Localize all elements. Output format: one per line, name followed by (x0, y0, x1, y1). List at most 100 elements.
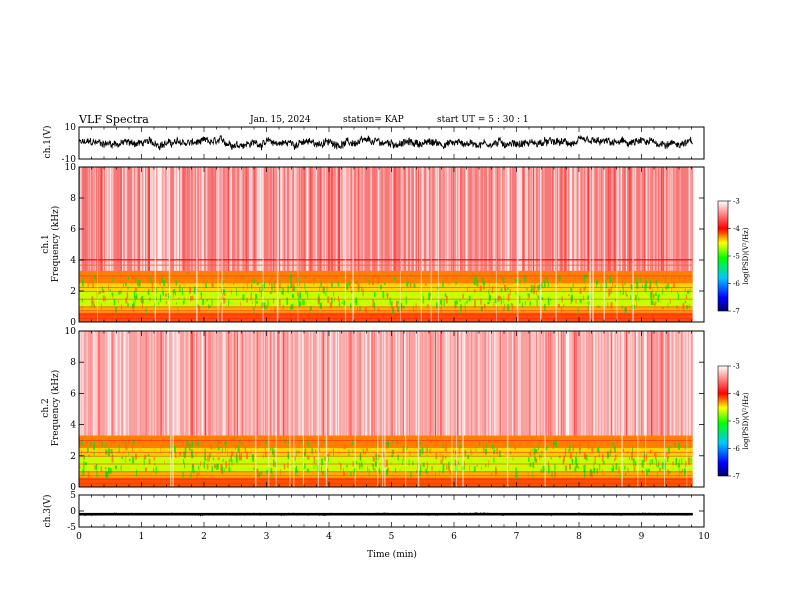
ch2-spectrogram-dropout (377, 331, 379, 487)
ch1-spectrogram-harmonic (79, 306, 693, 308)
ch1-spectrogram-streak (658, 167, 660, 273)
ch1-spectrogram-streak (613, 167, 616, 273)
ch2-spectrogram-streak (661, 331, 663, 438)
ch1-spectrogram-streak (598, 167, 600, 273)
ch2-spectrogram-lf-speckle (385, 459, 388, 467)
ch2-spectrogram-lf-speckle (265, 451, 267, 458)
ch2-spectrogram-streak (605, 331, 607, 438)
ch1-spectrogram-lf-speckle (331, 297, 333, 304)
ch2-spectrogram-lf-speckle (208, 453, 210, 462)
ch2-spectrogram-lf-speckle (675, 457, 677, 466)
ch2-spectrogram-streak (497, 331, 499, 438)
ch2-spectrogram-lf-speckle (533, 448, 536, 456)
ch2-spectrogram-lf-speckle (307, 455, 310, 460)
ch2-spectrogram-ytick-label: 0 (70, 483, 76, 493)
ch1-spectrogram-streak (492, 167, 495, 273)
ch1-spectrogram-streak (447, 167, 450, 273)
ch1-spectrogram-lf-speckle (205, 282, 207, 288)
ch1-spectrogram-lf-speckle (624, 282, 626, 286)
ch1-spectrogram-lf-speckle (519, 279, 521, 285)
ch2-spectrogram-lf-speckle (83, 461, 85, 469)
ch2-spectrogram-lf-speckle (143, 444, 144, 448)
ch2-spectrogram-lf-speckle (203, 461, 205, 469)
ch2-spectrogram-lf-speckle (601, 453, 604, 462)
ch1-spectrogram-lf-speckle (413, 283, 416, 288)
ch2-spectrogram-lf-speckle (192, 465, 195, 471)
ch2-spectrogram-dropout (325, 331, 328, 487)
ch1-spectrogram-streak (241, 167, 243, 273)
ch1-spectrogram-streak (389, 167, 391, 273)
ch2-spectrogram-lf-speckle (304, 463, 306, 469)
ch1-spectrogram-lf-speckle (297, 279, 299, 287)
ch1-spectrogram-lf-speckle (557, 276, 558, 285)
ch1-spectrogram-lf-speckle (534, 282, 536, 289)
ch1-spectrogram-lf-speckle (223, 293, 226, 296)
ch2-spectrogram-streak (270, 331, 272, 438)
ch2-spectrogram-lf-speckle (444, 443, 447, 452)
ch2-spectrogram-lf-speckle (313, 456, 315, 464)
ch2-spectrogram-lf-speckle (552, 442, 554, 449)
ch1-spectrogram-lf-speckle (304, 282, 306, 289)
ch2-spectrogram-lf-speckle (449, 470, 451, 475)
ch2-spectrogram-streak (588, 331, 590, 438)
ch1-spectrogram-lf-speckle (584, 274, 587, 279)
ch1-spectrogram-streak (625, 167, 627, 273)
ch1-spectrogram-streak (218, 167, 220, 273)
ch2-spectrogram-streak (566, 331, 568, 438)
ch1-spectrogram-streak (342, 167, 343, 273)
ch1-spectrogram-lf-speckle (112, 277, 113, 284)
ch1-spectrogram-dropout (352, 167, 354, 322)
ch1-spectrogram-lf-speckle (664, 276, 666, 281)
ch1-spectrogram-lf-speckle (682, 303, 685, 310)
ch1-spectrogram-streak (268, 167, 270, 273)
ch1-spectrogram-lf-speckle (267, 299, 269, 306)
ch2-spectrogram-streak (239, 331, 241, 438)
ch1-spectrogram-lf-speckle (132, 303, 134, 309)
ch1-spectrogram-lf-speckle (355, 297, 358, 306)
ch2-spectrogram-streak (473, 331, 475, 438)
ch1-spectrogram-streak (618, 167, 620, 273)
ch2-spectrogram-streak (237, 331, 238, 438)
ch2-spectrogram-lf-speckle (555, 440, 557, 448)
ch2-spectrogram-streak (331, 331, 333, 438)
ch2-spectrogram-streak (646, 331, 648, 438)
ch1-spectrogram-streak (328, 167, 330, 273)
ch2-spectrogram-lf-speckle (189, 444, 191, 451)
ch1-spectrogram-lf-speckle (491, 286, 494, 294)
ch2-spectrogram-lf-speckle (406, 447, 407, 451)
ch2-spectrogram-streak (567, 331, 570, 438)
ch2-spectrogram-streak (160, 331, 162, 438)
ch2-spectrogram-streak (86, 331, 88, 438)
ch2-spectrogram-lf-speckle (667, 469, 669, 477)
ch1-spectrogram-streak (107, 167, 110, 273)
ch1-spectrogram-band-line (79, 264, 693, 266)
ch2-spectrogram-streak (657, 331, 659, 438)
ch1-spectrogram-streak (157, 167, 159, 273)
ch1-spectrogram-streak (332, 167, 335, 273)
ch2-spectrogram-ylabel-channel: ch.2 (41, 398, 51, 417)
ch2-spectrogram-dropout (268, 331, 270, 487)
ch2-spectrogram-streak (250, 331, 252, 438)
ch1-spectrogram-lf-speckle (671, 287, 672, 294)
ch2-spectrogram-lf-speckle (160, 446, 161, 452)
ch2-spectrogram-streak (376, 331, 378, 438)
ch1-spectrogram-lf-speckle (198, 306, 201, 314)
ch1-spectrogram-lf-speckle (136, 293, 138, 300)
ch1-spectrogram-lf-speckle (102, 295, 105, 302)
ch1-spectrogram-streak (117, 167, 119, 273)
ch1-spectrogram-lf-speckle (220, 307, 222, 313)
ch2-spectrogram-streak (127, 331, 129, 438)
ch1-spectrogram-lf-speckle (111, 292, 114, 296)
ch2-spectrogram-streak (158, 331, 160, 438)
ch2-spectrogram-lf-speckle (690, 458, 692, 464)
ch2-spectrogram-lf-speckle (633, 466, 636, 472)
ch2-spectrogram-streak (272, 331, 273, 438)
ch1-spectrogram-lf-speckle (271, 282, 273, 290)
ch2-spectrogram-lf-speckle (461, 466, 463, 471)
date-label: Jan. 15, 2024 (250, 115, 311, 125)
ch3-waveform-ytick-label: 5 (70, 491, 76, 501)
ch2-spectrogram-streak (372, 331, 374, 438)
ch2-spectrogram-lf-speckle (479, 441, 481, 447)
ch1-spectrogram-streak (479, 167, 481, 273)
ch1-spectrogram-streak (426, 167, 428, 273)
